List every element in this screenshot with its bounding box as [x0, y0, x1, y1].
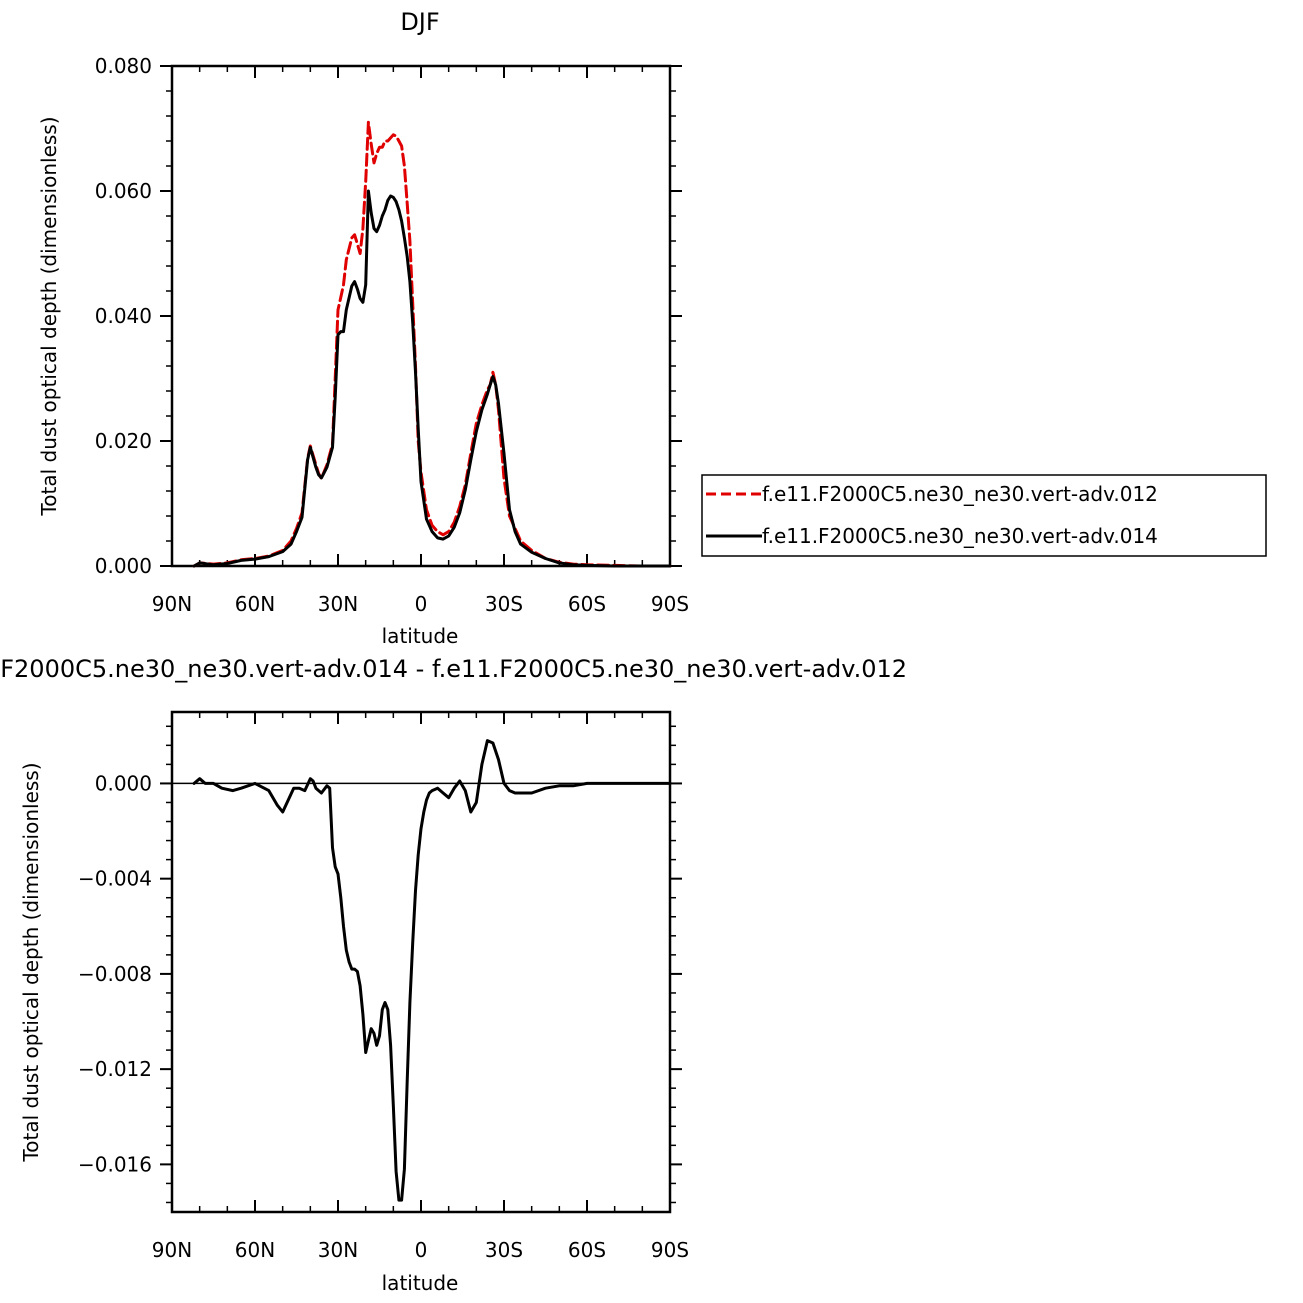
legend-label-014: f.e11.F2000C5.ne30_ne30.vert-adv.014	[762, 524, 1158, 548]
bottom-y-tick-label: −0.004	[78, 867, 152, 891]
top-panel: DJF 90N 60N 30N 0 30S 60S 90S 0.000 0.020 0.040 0.…	[37, 8, 1267, 648]
top-y-tick-label: 0.040	[95, 304, 152, 328]
bottom-series-0-line	[192, 739, 672, 1202]
top-x-tick-label: 30N	[318, 592, 358, 616]
top-x-tick-label: 90S	[651, 592, 689, 616]
top-x-tick-label: 0	[415, 592, 428, 616]
bottom-x-tick-label: 60N	[235, 1238, 275, 1262]
bottom-chart-title: f.e11.F2000C5.ne30_ne30.vert-adv.014 - f…	[0, 655, 907, 683]
top-chart-title: DJF	[400, 8, 439, 36]
bottom-panel: f.e11.F2000C5.ne30_ne30.vert-adv.014 - f…	[0, 655, 907, 1295]
top-plot-area: 90N 60N 30N 0 30S 60S 90S 0.000 0.020 0.040 0.060 0…	[95, 54, 689, 616]
bottom-plot-area: 90N 60N 30N 0 30S 60S 90S 0.000 −0.004 −0.008 −0.0…	[78, 710, 689, 1262]
top-y-tick-label: 0.060	[95, 179, 152, 203]
top-x-tick-label: 90N	[152, 592, 192, 616]
bottom-y-axis-label: Total dust optical depth (dimensionless)	[19, 762, 43, 1162]
top-x-axis-label: latitude	[382, 624, 459, 648]
bottom-y-tick-label: −0.012	[78, 1057, 152, 1081]
bottom-x-tick-label: 30S	[485, 1238, 523, 1262]
top-series-1-line	[192, 189, 672, 568]
bottom-x-tick-label: 90S	[651, 1238, 689, 1262]
top-y-tick-label: 0.000	[95, 554, 152, 578]
top-y-tick-label: 0.020	[95, 429, 152, 453]
top-y-axis-label: Total dust optical depth (dimensionless)	[37, 116, 61, 516]
top-x-tick-label: 60N	[235, 592, 275, 616]
top-x-tick-label: 60S	[568, 592, 606, 616]
bottom-x-tick-label: 60S	[568, 1238, 606, 1262]
legend-label-012: f.e11.F2000C5.ne30_ne30.vert-adv.012	[762, 482, 1158, 506]
bottom-x-tick-label: 30N	[318, 1238, 358, 1262]
legend-box	[701, 474, 1267, 557]
bottom-y-tick-label: −0.016	[78, 1152, 152, 1176]
top-x-tick-label: 30S	[485, 592, 523, 616]
bottom-y-tick-label: 0.000	[95, 771, 152, 795]
legend: f.e11.F2000C5.ne30_ne30.vert-adv.012 f.e…	[701, 474, 1267, 557]
bottom-y-tick-label: −0.008	[78, 962, 152, 986]
top-y-tick-label: 0.080	[95, 54, 152, 78]
bottom-x-tick-label: 0	[415, 1238, 428, 1262]
bottom-x-tick-label: 90N	[152, 1238, 192, 1262]
bottom-x-axis-label: latitude	[382, 1271, 459, 1295]
